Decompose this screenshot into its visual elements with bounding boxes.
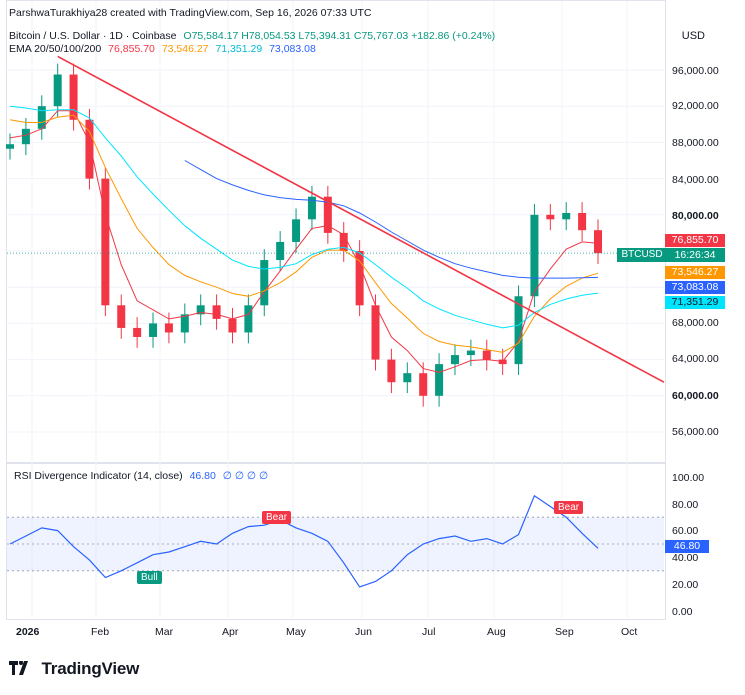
ema100-line [9,105,599,329]
time-tick: Oct [621,626,638,638]
tradingview-logo-icon [9,658,33,680]
price-tick: 80,000.00 [672,210,719,222]
rsi-tick: 60.00 [672,525,699,537]
ema50-line [9,114,599,353]
candle-body [212,305,221,319]
ohlc-values: O75,584.17 H78,054.53 L75,394.31 C75,767… [183,30,496,42]
ema200-value: 73,083.08 [269,43,316,55]
candle-body [276,241,285,261]
time-tick: 2026 [16,626,40,638]
rsi-value-tag: 46.80 [665,540,709,553]
time-tick: Apr [222,626,239,638]
time-tick: Mar [155,626,174,638]
ema20-price-tag: 76,855.70 [665,234,725,247]
candle-body [21,128,30,145]
candle-body [69,74,78,120]
bear-label: Bear [262,511,292,524]
candle-body [244,305,253,333]
candle-body [292,219,301,242]
candle-body [117,305,126,328]
candle-body [164,323,173,333]
candle-body [387,359,396,383]
ema200-line [184,160,599,279]
bull-label: Bull [137,571,162,584]
ema50-price-tag: 73,546.27 [665,266,725,279]
symbol-legend: Bitcoin / U.S. Dollar · 1D · Coinbase O7… [9,30,495,43]
candle-body [37,106,46,129]
price-tick: 68,000.00 [672,317,719,329]
candle-body [149,323,158,337]
candle-body [355,251,364,306]
candle-body [435,364,444,396]
time-tick: Jul [422,626,436,638]
time-tick: Aug [487,626,506,638]
time-tick: Jun [355,626,372,638]
attribution-text: ParshwaTurakhiya28 created with TradingV… [9,7,372,19]
candle-body [482,350,491,360]
ema200-price-tag: 73,083.08 [665,281,725,294]
rsi-tick: 0.00 [672,606,693,618]
rsi-flags: ∅ ∅ ∅ ∅ [222,470,269,482]
candle-body [53,74,62,107]
rsi-tick: 40.00 [672,552,699,564]
price-pane[interactable] [6,0,666,464]
candle-body [180,314,189,333]
price-tick: 60,000.00 [672,390,719,402]
symbol-price-tag: BTCUSD [617,248,667,262]
candle-body [339,232,348,251]
candle-body [514,296,523,365]
price-tick: 84,000.00 [672,174,719,186]
countdown-tag: 16:26:34 [665,248,725,262]
candle-body [228,318,237,333]
brand-name: TradingView [41,659,140,678]
candle-body [466,350,475,356]
candle-body [450,355,459,365]
ema-legend[interactable]: EMA 20/50/100/200 76,855.70 73,546.27 71… [9,43,316,56]
rsi-tick: 80.00 [672,499,699,511]
candle-body [260,260,269,306]
candle-body [578,212,587,231]
candle-body [6,144,14,149]
rsi-tick: 100.00 [672,472,705,484]
candle-body [85,119,94,179]
rsi-line [9,494,599,588]
candle-body [403,373,412,383]
candle-body [530,214,539,297]
symbol-title: Bitcoin / U.S. Dollar · 1D · Coinbase [9,30,177,42]
time-tick: Feb [91,626,110,638]
rsi-legend[interactable]: RSI Divergence Indicator (14, close) 46.… [14,470,268,482]
tradingview-brand[interactable]: TradingView [9,658,140,680]
ema100-value: 71,351.29 [215,43,263,55]
candle-body [323,196,332,233]
rsi-band [7,517,664,571]
time-tick: Sep [555,626,574,638]
price-tick: 92,000.00 [672,100,719,112]
price-tick: 88,000.00 [672,137,719,149]
rsi-value: 46.80 [189,470,216,482]
candle-body [419,373,428,396]
candle-body [307,196,316,220]
ema-label: EMA 20/50/100/200 [9,43,102,55]
ema100-price-tag: 71,351.29 [665,296,725,309]
currency-label[interactable]: USD [681,30,705,42]
candle-body [101,178,110,306]
ema20-value: 76,855.70 [108,43,155,55]
price-tick: 96,000.00 [672,65,719,77]
trendline [57,55,665,383]
candle-body [546,214,555,220]
price-tick: 56,000.00 [672,426,719,438]
candle-body [594,230,602,254]
candle-body [133,327,142,337]
time-tick: May [286,626,306,638]
candle-body [562,212,571,220]
candle-body [371,305,380,360]
ema20-line [9,110,599,373]
candle-body [196,305,205,315]
ema50-value: 73,546.27 [161,43,209,55]
bear-label: Bear [554,501,584,514]
rsi-tick: 20.00 [672,579,699,591]
price-tick: 64,000.00 [672,353,719,365]
rsi-label: RSI Divergence Indicator (14, close) [14,470,183,482]
